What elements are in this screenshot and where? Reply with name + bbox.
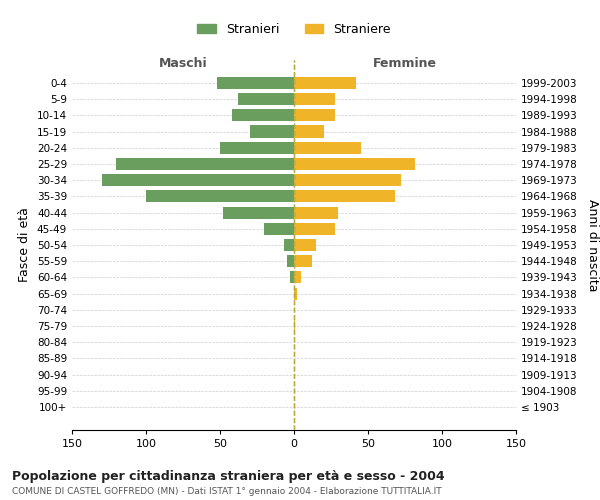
Bar xyxy=(294,222,335,235)
Text: Maschi: Maschi xyxy=(158,57,208,70)
Y-axis label: Anni di nascita: Anni di nascita xyxy=(586,198,599,291)
Bar xyxy=(223,206,294,218)
Bar xyxy=(294,142,361,154)
Bar xyxy=(294,158,415,170)
Bar xyxy=(294,174,401,186)
Bar xyxy=(238,93,294,105)
Bar xyxy=(116,158,294,170)
Bar xyxy=(220,142,294,154)
Bar xyxy=(294,272,301,283)
Bar xyxy=(294,206,338,218)
Legend: Stranieri, Straniere: Stranieri, Straniere xyxy=(192,18,396,41)
Bar xyxy=(294,320,295,332)
Text: Popolazione per cittadinanza straniera per età e sesso - 2004: Popolazione per cittadinanza straniera p… xyxy=(12,470,445,483)
Bar xyxy=(294,77,356,89)
Bar xyxy=(265,222,294,235)
Bar xyxy=(250,126,294,138)
Text: Femmine: Femmine xyxy=(373,57,437,70)
Bar xyxy=(294,190,395,202)
Bar xyxy=(294,109,335,122)
Bar xyxy=(294,239,316,251)
Bar xyxy=(284,239,294,251)
Bar xyxy=(294,288,297,300)
Bar xyxy=(294,126,323,138)
Bar xyxy=(217,77,294,89)
Bar xyxy=(232,109,294,122)
Text: COMUNE DI CASTEL GOFFREDO (MN) - Dati ISTAT 1° gennaio 2004 - Elaborazione TUTTI: COMUNE DI CASTEL GOFFREDO (MN) - Dati IS… xyxy=(12,488,442,496)
Bar xyxy=(287,255,294,268)
Y-axis label: Fasce di età: Fasce di età xyxy=(19,208,31,282)
Bar xyxy=(294,93,335,105)
Bar xyxy=(146,190,294,202)
Bar xyxy=(294,255,312,268)
Bar xyxy=(290,272,294,283)
Bar xyxy=(101,174,294,186)
